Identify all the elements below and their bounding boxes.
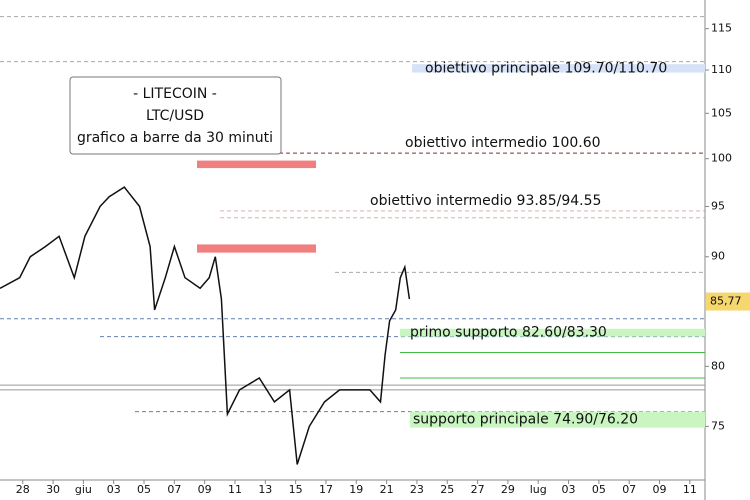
x-tick-label: 13 — [258, 483, 272, 496]
x-tick-label: lug — [530, 483, 547, 496]
annotation-label: obiettivo intermedio 100.60 — [405, 135, 601, 151]
annotation-label: supporto principale 74.90/76.20 — [413, 412, 638, 428]
x-tick-label: 27 — [471, 483, 485, 496]
y-tick-label: 80 — [711, 359, 725, 372]
x-tick-label: 17 — [319, 483, 333, 496]
last-price-box — [706, 292, 750, 311]
x-tick-label: 21 — [380, 483, 394, 496]
y-tick-label: 75 — [711, 419, 725, 432]
last-price-label: 85,77 — [710, 295, 742, 308]
x-tick-label: 28 — [16, 483, 30, 496]
x-tick-label: 05 — [592, 483, 606, 496]
x-tick-label: 11 — [228, 483, 242, 496]
x-tick-label: 29 — [501, 483, 515, 496]
level-band — [412, 64, 705, 73]
plot: obiettivo principale 109.70/110.70 obiett… — [0, 16, 705, 465]
y-tick-label: 90 — [711, 250, 725, 263]
x-tick-label: giu — [75, 483, 92, 496]
x-tick-label: 19 — [349, 483, 363, 496]
x-tick-label: 30 — [46, 483, 60, 496]
info-pair: LTC/USD — [146, 108, 204, 124]
x-tick-label: 05 — [137, 483, 151, 496]
annotation-label: obiettivo intermedio 93.85/94.55 — [370, 193, 601, 209]
x-tick-label: 03 — [562, 483, 576, 496]
y-tick-label: 95 — [711, 199, 725, 212]
info-title: - LITECOIN - — [133, 86, 217, 102]
y-tick-label: 100 — [711, 152, 732, 165]
x-tick-label: 09 — [198, 483, 212, 496]
level-band — [400, 328, 705, 337]
price-line — [0, 186, 411, 465]
annotation-label: obiettivo principale 109.70/110.70 — [425, 60, 667, 76]
x-tick-label: 03 — [107, 483, 121, 496]
x-tick-label: 25 — [440, 483, 454, 496]
x-tick-label: 11 — [683, 483, 697, 496]
y-tick-label: 110 — [711, 63, 732, 76]
annotation-label: primo supporto 82.60/83.30 — [410, 325, 607, 341]
x-tick-label: 09 — [653, 483, 667, 496]
x-tick-label: 07 — [167, 483, 181, 496]
level-band — [410, 411, 705, 428]
target-zone — [197, 244, 316, 253]
x-tick-label: 15 — [289, 483, 303, 496]
y-tick-label: 115 — [711, 22, 732, 35]
info-desc: grafico a barre da 30 minuti — [77, 130, 273, 146]
x-tick-label: 07 — [622, 483, 636, 496]
x-tick-label: 23 — [410, 483, 424, 496]
y-tick-label: 105 — [711, 106, 732, 119]
info-box — [69, 76, 282, 155]
target-zone — [197, 160, 316, 169]
